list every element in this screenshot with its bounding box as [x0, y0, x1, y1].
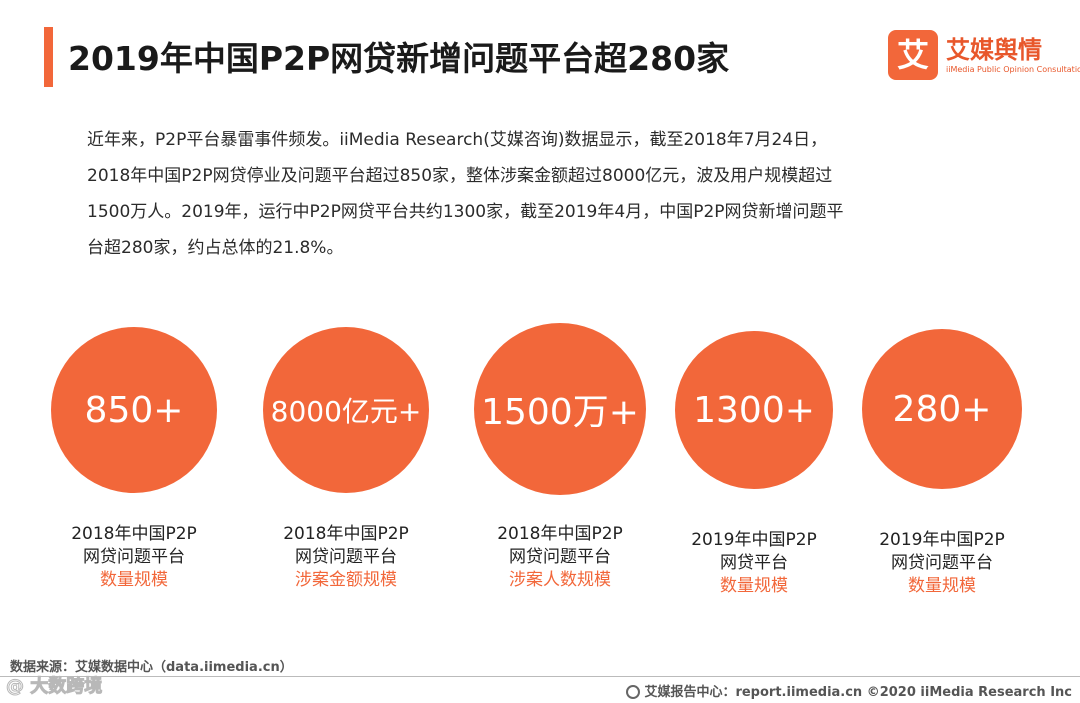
- stat-caption-accent: 数量规模: [100, 570, 168, 590]
- intro-line: 1500万人。2019年，运行中P2P网贷平台共约1300家，截至2019年4月…: [87, 202, 844, 222]
- stat-circle: 8000亿元+: [263, 327, 429, 493]
- stat-caption-line: 2018年中国P2P: [71, 524, 197, 544]
- intro-line: 台超280家，约占总体的21.8%。: [87, 238, 344, 258]
- stat-caption: 2019年中国P2P 网贷问题平台 数量规模: [860, 529, 1024, 598]
- footer-divider: [0, 676, 1080, 677]
- globe-icon: [626, 685, 641, 699]
- title-accent-bar: [44, 27, 53, 87]
- stat-caption-line: 2019年中国P2P: [691, 530, 817, 550]
- stat-caption-line: 网贷平台: [720, 553, 788, 573]
- stat-circle: 280+: [862, 329, 1022, 489]
- stat-involved-users-2018: 1500万+ 2018年中国P2P 网贷问题平台 涉案人数规模: [472, 323, 648, 592]
- stat-active-platforms-2019: 1300+ 2019年中国P2P 网贷平台 数量规模: [672, 331, 836, 598]
- stat-caption-line: 2018年中国P2P: [283, 524, 409, 544]
- brand-subtitle: iiMedia Public Opinion Consultation: [946, 65, 1080, 74]
- stat-caption-accent: 涉案人数规模: [509, 570, 611, 590]
- stat-involved-amount-2018: 8000亿元+ 2018年中国P2P 网贷问题平台 涉案金额规模: [260, 327, 432, 592]
- stat-caption-line: 网贷问题平台: [891, 553, 993, 573]
- footer-report-text: 艾媒报告中心：report.iimedia.cn ©2020 iiMedia R…: [644, 685, 1072, 700]
- stat-problem-platforms-2018: 850+ 2018年中国P2P 网贷问题平台 数量规模: [48, 327, 220, 592]
- brand-block: 艾 艾媒舆情 iiMedia Public Opinion Consultati…: [888, 30, 1080, 82]
- intro-line: 2018年中国P2P网贷停业及问题平台超过850家，整体涉案金额超过8000亿元…: [87, 166, 833, 186]
- stat-caption-accent: 涉案金额规模: [295, 570, 397, 590]
- stat-caption: 2019年中国P2P 网贷平台 数量规模: [672, 529, 836, 598]
- stat-circle: 850+: [51, 327, 217, 493]
- data-source: 数据来源：艾媒数据中心（data.iimedia.cn）: [10, 660, 293, 675]
- footer-report-center: 艾媒报告中心：report.iimedia.cn ©2020 iiMedia R…: [626, 681, 1072, 700]
- stat-caption: 2018年中国P2P 网贷问题平台 涉案人数规模: [472, 523, 648, 592]
- intro-paragraph: 近年来，P2P平台暴雷事件频发。iiMedia Research(艾媒咨询)数据…: [87, 122, 987, 266]
- stat-caption-line: 2019年中国P2P: [879, 530, 1005, 550]
- brand-name: 艾媒舆情: [946, 36, 1042, 64]
- brand-logo-icon: 艾: [888, 30, 938, 80]
- stat-caption: 2018年中国P2P 网贷问题平台 涉案金额规模: [260, 523, 432, 592]
- stat-caption: 2018年中国P2P 网贷问题平台 数量规模: [48, 523, 220, 592]
- stat-caption-accent: 数量规模: [908, 576, 976, 596]
- stat-caption-line: 网贷问题平台: [509, 547, 611, 567]
- stat-caption-line: 网贷问题平台: [83, 547, 185, 567]
- stat-circle: 1500万+: [474, 323, 646, 495]
- stat-caption-line: 网贷问题平台: [295, 547, 397, 567]
- stat-circle: 1300+: [675, 331, 833, 489]
- stat-caption-accent: 数量规模: [720, 576, 788, 596]
- intro-line: 近年来，P2P平台暴雷事件频发。iiMedia Research(艾媒咨询)数据…: [87, 130, 828, 150]
- stat-new-problem-platforms-2019: 280+ 2019年中国P2P 网贷问题平台 数量规模: [860, 329, 1024, 598]
- stat-caption-line: 2018年中国P2P: [497, 524, 623, 544]
- page-title: 2019年中国P2P网贷新增问题平台超280家: [68, 39, 730, 78]
- watermark-text: @ 大数跨境: [5, 676, 103, 698]
